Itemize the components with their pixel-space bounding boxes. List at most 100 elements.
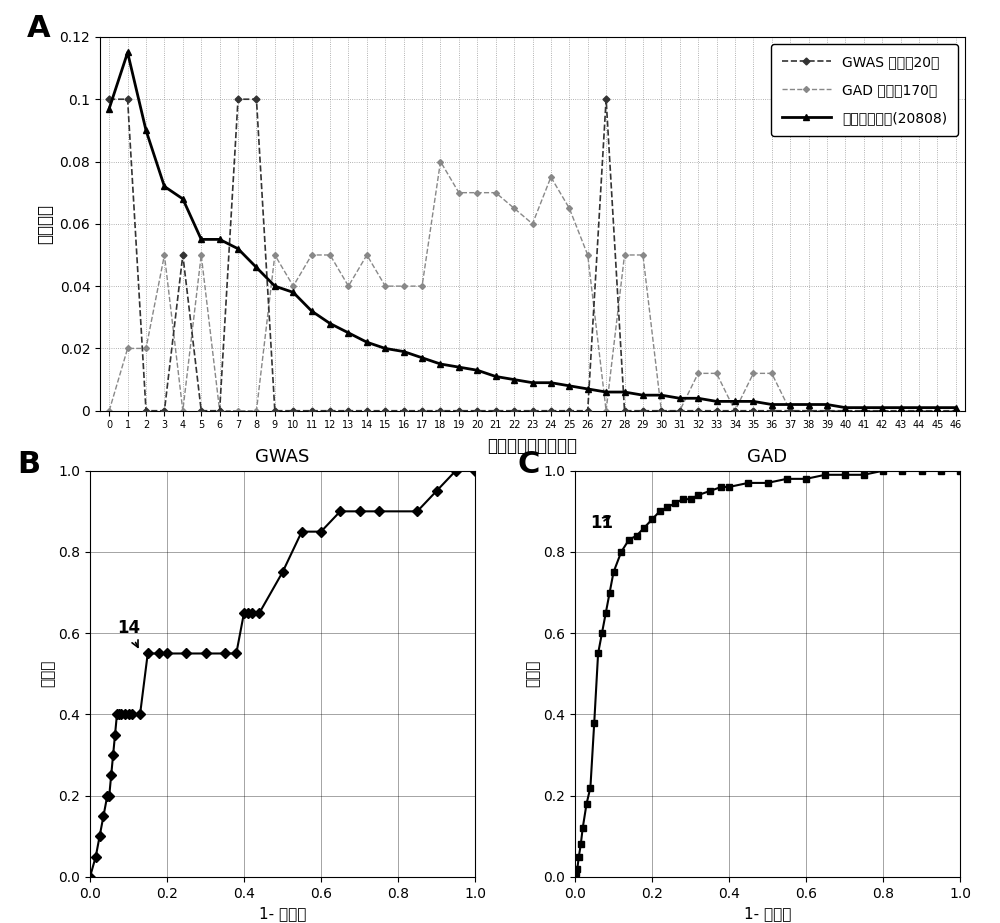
GAD 黄金（170） (729, 405, 741, 416)
GAD 黄金（170） (434, 156, 446, 167)
GWAS 黄金（20） (655, 405, 667, 416)
GAD 黄金（170） (490, 187, 502, 198)
GAD 黄金（170） (379, 281, 391, 292)
所有其他基因(20808) (931, 402, 943, 414)
GAD 黄金（170） (858, 405, 870, 416)
GAD 黄金（170） (361, 249, 373, 260)
GWAS 黄金（20） (766, 405, 778, 416)
GAD 黄金（170） (839, 405, 851, 416)
GWAS 黄金（20） (526, 405, 538, 416)
所有其他基因(20808) (195, 234, 207, 245)
所有其他基因(20808) (453, 362, 465, 373)
GWAS 黄金（20） (214, 405, 226, 416)
X-axis label: 1- 特异性: 1- 特异性 (744, 906, 791, 921)
GAD 黄金（170） (821, 405, 833, 416)
所有其他基因(20808) (803, 399, 815, 410)
所有其他基因(20808) (839, 402, 851, 414)
所有其他基因(20808) (950, 402, 962, 414)
所有其他基因(20808) (858, 402, 870, 414)
GWAS 黄金（20） (931, 405, 943, 416)
GWAS 黄金（20） (895, 405, 907, 416)
所有其他基因(20808) (563, 380, 575, 391)
所有其他基因(20808) (766, 399, 778, 410)
所有其他基因(20808) (895, 402, 907, 414)
GWAS 黄金（20） (122, 93, 134, 104)
GWAS 黄金（20） (453, 405, 465, 416)
所有其他基因(20808) (306, 306, 318, 317)
所有其他基因(20808) (103, 103, 115, 114)
GWAS 黄金（20） (729, 405, 741, 416)
所有其他基因(20808) (398, 346, 410, 357)
所有其他基因(20808) (158, 181, 170, 192)
GAD 黄金（170） (195, 249, 207, 260)
X-axis label: 阳性微阵列实验数目: 阳性微阵列实验数目 (488, 438, 578, 455)
GAD 黄金（170） (177, 405, 189, 416)
GWAS 黄金（20） (637, 405, 649, 416)
GWAS 黄金（20） (434, 405, 446, 416)
所有其他基因(20808) (490, 371, 502, 382)
所有其他基因(20808) (471, 365, 483, 376)
GWAS 黄金（20） (140, 405, 152, 416)
GWAS 黄金（20） (803, 405, 815, 416)
所有其他基因(20808) (913, 402, 925, 414)
GAD 黄金（170） (619, 249, 631, 260)
GAD 黄金（170） (508, 203, 520, 214)
所有其他基因(20808) (526, 378, 538, 389)
所有其他基因(20808) (416, 353, 428, 364)
GWAS 黄金（20） (269, 405, 281, 416)
GWAS 黄金（20） (195, 405, 207, 416)
GAD 黄金（170） (416, 281, 428, 292)
GAD 黄金（170） (214, 405, 226, 416)
GAD 黄金（170） (784, 405, 796, 416)
GWAS 黄金（20） (692, 405, 704, 416)
GWAS 黄金（20） (858, 405, 870, 416)
GAD 黄金（170） (582, 249, 594, 260)
Text: C: C (517, 450, 540, 479)
GWAS 黄金（20） (490, 405, 502, 416)
GAD 黄金（170） (674, 405, 686, 416)
GAD 黄金（170） (545, 172, 557, 183)
GWAS 黄金（20） (379, 405, 391, 416)
GAD 黄金（170） (471, 187, 483, 198)
所有其他基因(20808) (655, 390, 667, 401)
GAD 黄金（170） (931, 405, 943, 416)
GWAS 黄金（20） (232, 93, 244, 104)
GWAS 黄金（20） (508, 405, 520, 416)
所有其他基因(20808) (747, 396, 759, 407)
GAD 黄金（170） (766, 367, 778, 378)
GAD 黄金（170） (324, 249, 336, 260)
所有其他基因(20808) (692, 392, 704, 403)
所有其他基因(20808) (711, 396, 723, 407)
GWAS 黄金（20） (563, 405, 575, 416)
GAD 黄金（170） (306, 249, 318, 260)
Y-axis label: 敏感性: 敏感性 (526, 660, 540, 688)
GAD 黄金（170） (913, 405, 925, 416)
Text: B: B (17, 450, 40, 479)
所有其他基因(20808) (784, 399, 796, 410)
所有其他基因(20808) (508, 374, 520, 385)
所有其他基因(20808) (177, 194, 189, 205)
所有其他基因(20808) (379, 342, 391, 354)
GWAS 黄金（20） (416, 405, 428, 416)
GWAS 黄金（20） (342, 405, 354, 416)
Line: GWAS 黄金（20）: GWAS 黄金（20） (107, 97, 958, 414)
GAD 黄金（170） (876, 405, 888, 416)
GWAS 黄金（20） (876, 405, 888, 416)
GWAS 黄金（20） (913, 405, 925, 416)
Y-axis label: 敏感性: 敏感性 (40, 660, 55, 688)
GWAS 黄金（20） (600, 93, 612, 104)
GAD 黄金（170） (398, 281, 410, 292)
GWAS 黄金（20） (250, 93, 262, 104)
所有其他基因(20808) (619, 387, 631, 398)
GAD 黄金（170） (287, 281, 299, 292)
GAD 黄金（170） (232, 405, 244, 416)
GWAS 黄金（20） (784, 405, 796, 416)
GAD 黄金（170） (526, 218, 538, 229)
GWAS 黄金（20） (619, 405, 631, 416)
GWAS 黄金（20） (324, 405, 336, 416)
GAD 黄金（170） (950, 405, 962, 416)
Line: GAD 黄金（170）: GAD 黄金（170） (107, 160, 958, 413)
GAD 黄金（170） (342, 281, 354, 292)
所有其他基因(20808) (674, 392, 686, 403)
GAD 黄金（170） (895, 405, 907, 416)
